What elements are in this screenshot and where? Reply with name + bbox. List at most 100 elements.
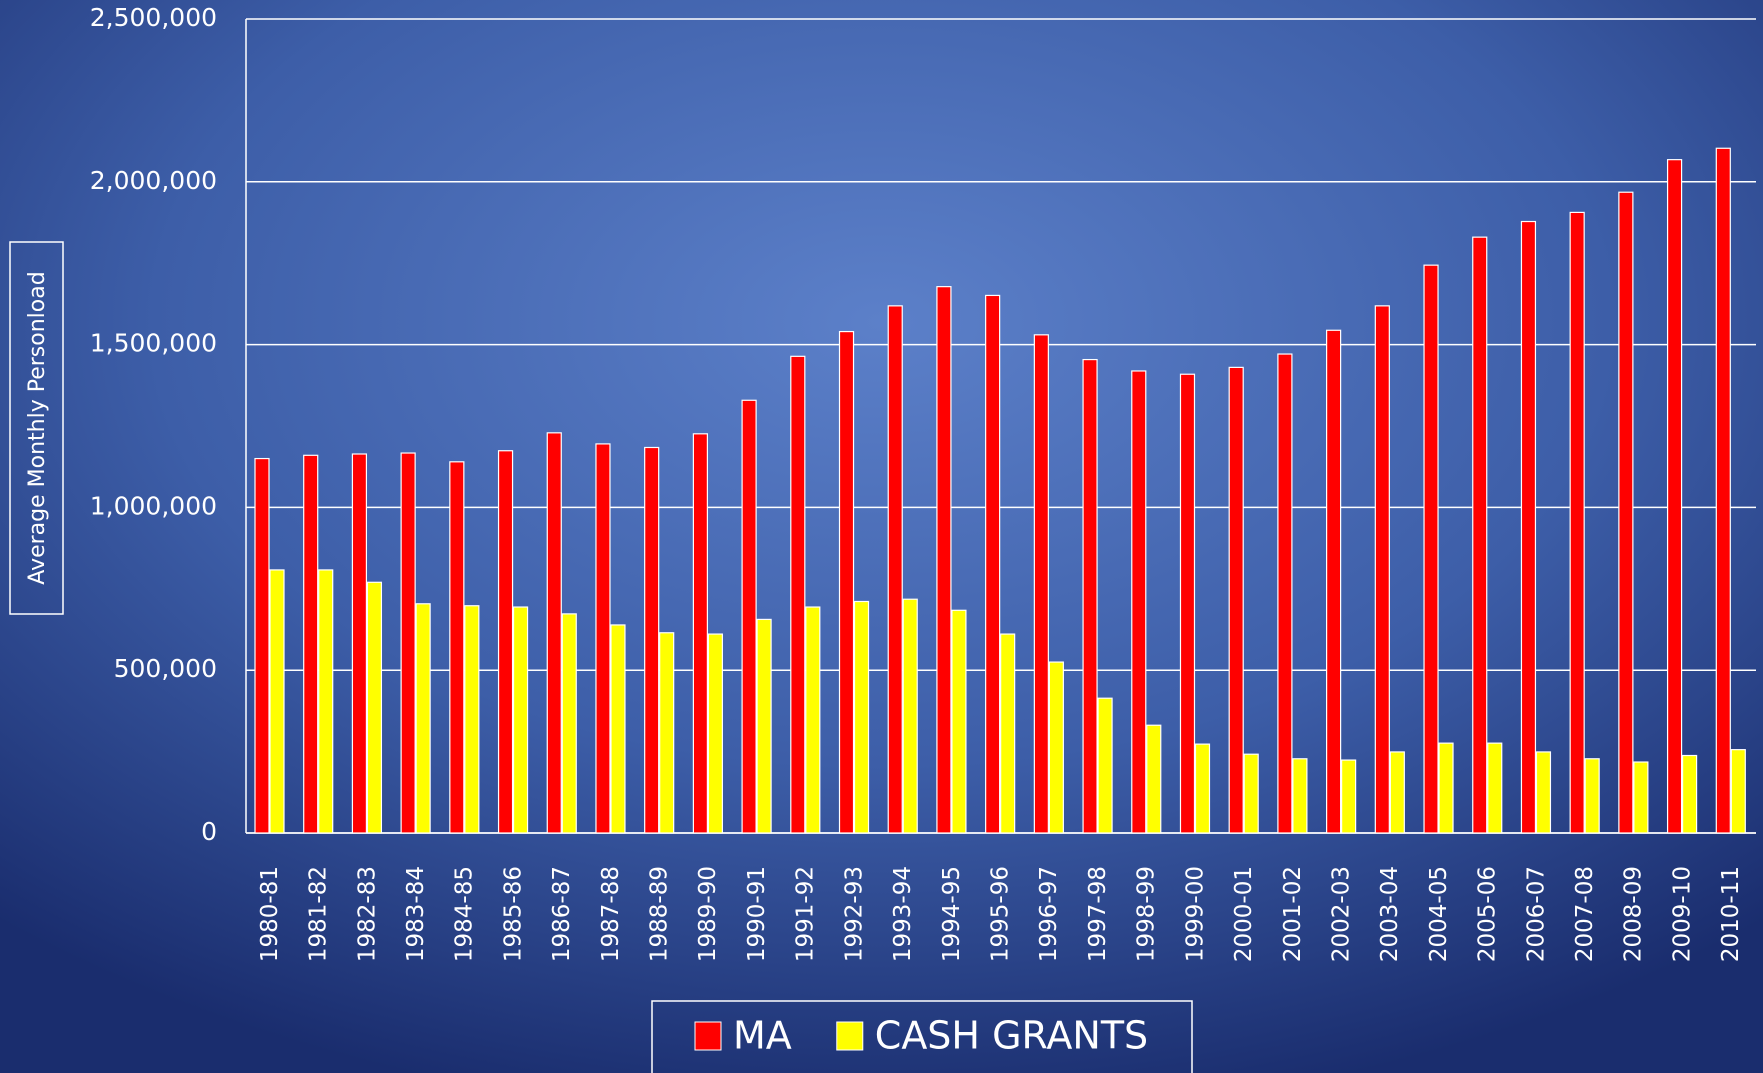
bar: [1033, 334, 1049, 834]
bar: [1423, 264, 1439, 834]
bar: [1584, 758, 1600, 834]
bar: [1292, 758, 1308, 834]
x-tick-label: 1981-82: [306, 866, 332, 962]
x-tick-label: 2008-09: [1621, 866, 1647, 962]
bar: [610, 624, 626, 834]
x-tick-label: 2004-05: [1426, 866, 1452, 962]
bar: [1146, 724, 1162, 834]
bar: [595, 443, 611, 834]
bar: [1666, 159, 1683, 834]
bar: [644, 446, 660, 834]
bar: [1569, 211, 1585, 834]
bar: [351, 453, 368, 834]
bar: [887, 305, 903, 834]
bar: [1194, 743, 1211, 834]
bar: [497, 450, 514, 834]
bar: [1374, 305, 1390, 834]
bar: [853, 600, 870, 834]
bar: [902, 598, 918, 834]
legend-box: [651, 1000, 1193, 1073]
x-tick-label: 1992-93: [841, 866, 867, 962]
bar: [269, 569, 285, 834]
bar: [1730, 749, 1746, 834]
x-tick-label: 1991-92: [793, 866, 819, 962]
x-tick-label: 1985-86: [500, 866, 526, 962]
x-tick-label: 1997-98: [1085, 866, 1111, 962]
x-tick-label: 1990-91: [744, 866, 770, 962]
x-tick-label: 1999-00: [1182, 866, 1208, 962]
bar: [985, 294, 1001, 834]
x-tick-label: 1994-95: [939, 866, 965, 962]
bar: [546, 432, 562, 834]
x-tick-label: 2009-10: [1669, 866, 1695, 962]
legend-label: MA: [733, 1014, 792, 1058]
bar: [838, 330, 855, 834]
bar: [449, 461, 465, 834]
x-tick-label: 1982-83: [354, 866, 380, 962]
bar: [561, 613, 577, 834]
y-tick-label: 500,000: [114, 654, 217, 683]
bar: [1341, 759, 1357, 834]
bar: [936, 286, 952, 834]
x-tick-label: 1980-81: [257, 866, 283, 962]
bar: [400, 452, 416, 834]
x-tick-label: 1989-90: [695, 866, 721, 962]
bar: [1097, 697, 1113, 834]
x-tick-label: 1995-96: [988, 866, 1014, 962]
y-tick-label: 2,000,000: [90, 166, 217, 195]
bar: [1438, 742, 1454, 834]
bar: [512, 606, 529, 834]
bar: [1277, 353, 1293, 834]
bar: [1520, 220, 1537, 834]
x-tick-label: 2001-02: [1280, 866, 1306, 962]
bar: [1131, 370, 1147, 834]
x-tick-label: 1986-87: [549, 866, 575, 962]
x-tick-label: 1993-94: [890, 866, 916, 962]
legend-swatch: [836, 1021, 864, 1051]
bar: [1243, 753, 1259, 834]
x-tick-label: 2005-06: [1475, 866, 1501, 962]
bar: [741, 399, 757, 834]
x-tick-label: 1984-85: [452, 866, 478, 962]
bar: [1487, 742, 1503, 834]
bar: [1179, 373, 1196, 834]
bar: [659, 632, 675, 834]
legend-swatch: [694, 1021, 722, 1051]
x-tick-label: 1987-88: [598, 866, 624, 962]
x-tick-label: 2007-08: [1572, 866, 1598, 962]
bar: [1681, 754, 1698, 834]
x-tick-label: 2010-11: [1718, 866, 1744, 962]
bar: [1472, 236, 1488, 834]
x-tick-label: 1988-89: [647, 866, 673, 962]
x-tick-label: 2003-04: [1377, 866, 1403, 962]
bar: [1535, 751, 1552, 834]
bar: [951, 609, 967, 834]
bar: [318, 569, 334, 834]
bar: [1326, 329, 1342, 834]
bar: [805, 606, 821, 834]
x-tick-label: 2006-07: [1523, 866, 1549, 962]
bar: [1082, 358, 1098, 834]
y-axis-label: Average Monthly Personload: [25, 271, 50, 584]
y-tick-label: 2,500,000: [90, 3, 217, 32]
bar: [707, 633, 723, 834]
x-tick-label: 1983-84: [403, 866, 429, 962]
bar: [1048, 661, 1064, 834]
bar: [1389, 751, 1405, 834]
y-label-box: [9, 241, 64, 615]
bar: [1715, 147, 1731, 834]
bar: [692, 433, 708, 834]
bar: [1228, 366, 1244, 834]
y-tick-label: 0: [201, 817, 217, 846]
bar: [1633, 761, 1649, 834]
legend-label: CASH GRANTS: [875, 1014, 1148, 1058]
x-tick-label: 2002-03: [1328, 866, 1354, 962]
bar: [254, 457, 270, 834]
x-tick-label: 1996-97: [1036, 866, 1062, 962]
x-tick-label: 2000-01: [1231, 866, 1257, 962]
bar: [415, 603, 431, 834]
bar: [790, 355, 806, 834]
